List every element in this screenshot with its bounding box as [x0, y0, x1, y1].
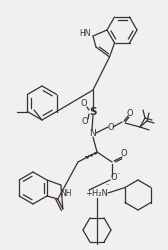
Text: O: O [82, 118, 88, 126]
Text: ⁻: ⁻ [105, 183, 109, 189]
Text: O: O [81, 100, 87, 108]
Text: NH: NH [60, 188, 72, 198]
Text: HN: HN [79, 30, 91, 38]
Text: S: S [89, 107, 97, 117]
Text: +H₂N: +H₂N [86, 190, 108, 198]
Text: O: O [127, 108, 133, 118]
Text: ⁻: ⁻ [116, 172, 120, 178]
Text: O: O [121, 150, 127, 158]
Text: O: O [108, 122, 114, 132]
Text: N: N [90, 130, 96, 138]
Text: O: O [111, 174, 117, 182]
